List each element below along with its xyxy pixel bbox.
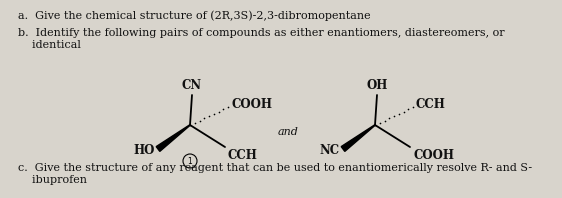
Text: NC: NC [320,144,340,156]
Polygon shape [341,125,375,151]
Text: identical: identical [18,40,81,50]
Text: HO: HO [134,144,155,156]
Text: CCH: CCH [228,149,258,162]
Text: c.  Give the structure of any reagent that can be used to enantiomerically resol: c. Give the structure of any reagent tha… [18,163,532,173]
Text: and: and [278,127,298,137]
Text: COOH: COOH [413,149,454,162]
Text: b.  Identify the following pairs of compounds as either enantiomers, diastereome: b. Identify the following pairs of compo… [18,28,505,38]
Text: a.  Give the chemical structure of (2R,3S)-2,3-dibromopentane: a. Give the chemical structure of (2R,3S… [18,10,370,21]
Text: ibuprofen: ibuprofen [18,175,87,185]
Text: CN: CN [182,79,202,92]
Text: COOH: COOH [231,98,272,111]
Text: 1: 1 [188,156,192,166]
Polygon shape [156,125,190,151]
Text: OH: OH [366,79,388,92]
Text: CCH: CCH [416,98,446,111]
